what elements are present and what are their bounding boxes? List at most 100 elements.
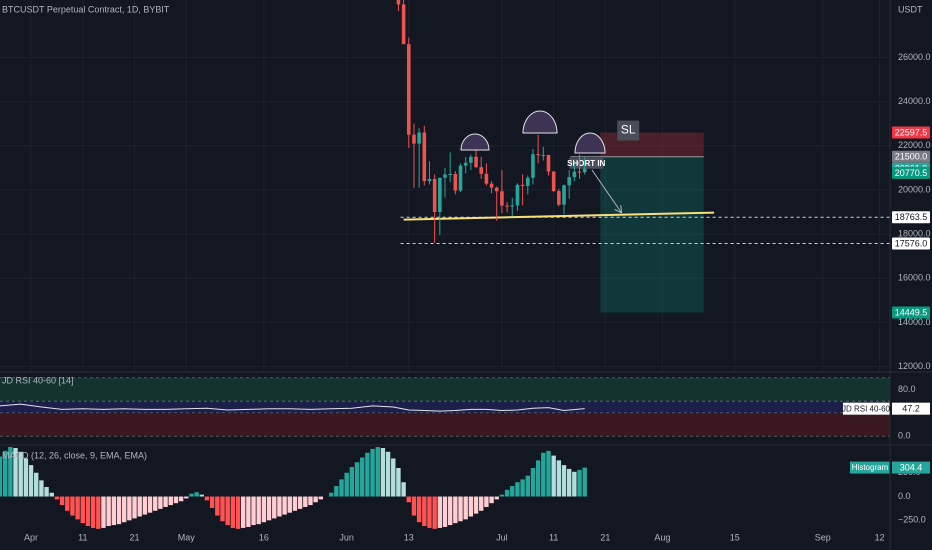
histogram-bar bbox=[308, 496, 313, 506]
neckline bbox=[403, 211, 715, 221]
histogram-bar bbox=[194, 492, 199, 497]
candle-body bbox=[525, 177, 530, 186]
y-tick-label: −250.0 bbox=[898, 515, 926, 525]
histogram-bar bbox=[370, 448, 375, 497]
y-tick-label: 16000.0 bbox=[898, 273, 931, 283]
histogram-bar bbox=[566, 468, 572, 497]
left-shoulder bbox=[460, 133, 490, 151]
histogram-bar bbox=[13, 447, 18, 497]
histogram-bar bbox=[494, 496, 499, 500]
candle-body bbox=[515, 184, 520, 206]
head bbox=[522, 110, 558, 134]
histogram-bar bbox=[90, 496, 96, 528]
x-tick-label: 11 bbox=[78, 532, 87, 542]
candle-body bbox=[582, 168, 587, 173]
histogram-bar bbox=[447, 496, 453, 526]
histogram-bar bbox=[189, 493, 194, 497]
x-tick-label: 16 bbox=[259, 532, 269, 542]
histogram-bar bbox=[520, 479, 525, 497]
candle-body bbox=[546, 155, 551, 172]
x-tick-label: 21 bbox=[600, 532, 610, 542]
histogram-legend: Histogram bbox=[852, 463, 889, 472]
candle-body bbox=[567, 177, 571, 186]
rsi-line bbox=[0, 403, 585, 412]
histogram-bar bbox=[147, 496, 153, 513]
histogram-bar bbox=[484, 496, 489, 507]
candle-body bbox=[500, 191, 504, 206]
price-tag-label: 17576.0 bbox=[895, 238, 928, 248]
histogram-bar bbox=[204, 496, 210, 501]
rsi-band bbox=[0, 412, 890, 437]
histogram-bar bbox=[153, 496, 158, 511]
candle-body bbox=[474, 156, 478, 168]
price-tag bbox=[892, 237, 930, 250]
histogram-bar bbox=[391, 458, 396, 497]
chart-title: BTCUSDT Perpetual Contract, 1D, BYBIT bbox=[2, 4, 170, 14]
histogram-bar bbox=[230, 496, 236, 528]
candle-body bbox=[448, 174, 452, 176]
histogram-bar bbox=[34, 472, 39, 497]
histogram-bar bbox=[59, 496, 65, 506]
candle-body bbox=[432, 178, 437, 212]
macd-title: MACD (12, 26, close, 9, EMA, EMA) bbox=[2, 450, 147, 460]
candle-body bbox=[406, 44, 411, 135]
candle-body bbox=[510, 205, 515, 207]
histogram-bar bbox=[463, 496, 468, 520]
histogram-bar bbox=[530, 467, 536, 497]
histogram-bar bbox=[39, 480, 44, 497]
candle-body bbox=[494, 187, 499, 192]
histogram-bar bbox=[215, 496, 220, 516]
candle-body bbox=[484, 173, 489, 184]
histogram-bar bbox=[85, 496, 91, 527]
histogram-bar bbox=[277, 496, 282, 517]
histogram-bar bbox=[422, 496, 427, 527]
price-tag bbox=[892, 126, 930, 139]
candle-body bbox=[562, 185, 566, 205]
candle-body bbox=[422, 132, 427, 182]
candle-body bbox=[412, 134, 416, 144]
histogram-bar bbox=[261, 496, 267, 523]
candle-body bbox=[541, 155, 546, 157]
candle-body bbox=[520, 184, 525, 186]
histogram-value-tag bbox=[892, 461, 930, 474]
candle-body bbox=[427, 178, 432, 182]
histogram-bar bbox=[349, 467, 355, 497]
price-tag-label: 18763.5 bbox=[895, 212, 928, 222]
histogram-bar bbox=[246, 496, 251, 527]
histogram-bar bbox=[184, 496, 189, 499]
histogram-bar bbox=[479, 496, 484, 511]
histogram-bar bbox=[8, 447, 13, 497]
right-shoulder bbox=[574, 132, 606, 154]
y-tick-label: 80.0 bbox=[898, 384, 916, 394]
x-tick-label: May bbox=[178, 532, 196, 542]
histogram-bar bbox=[541, 452, 546, 497]
candle-body bbox=[505, 205, 509, 207]
histogram-bar bbox=[354, 462, 360, 497]
rsi-pane bbox=[0, 377, 890, 437]
histogram-bar bbox=[489, 496, 494, 504]
histogram-bar bbox=[385, 451, 391, 497]
y-tick-label: 20000.0 bbox=[898, 184, 931, 194]
histogram-bar bbox=[106, 496, 111, 527]
histogram-bar bbox=[173, 496, 179, 504]
histogram-bar bbox=[515, 482, 520, 497]
price-tag-label: 14449.5 bbox=[895, 307, 928, 317]
candle-body bbox=[401, 4, 406, 45]
histogram-bar bbox=[453, 496, 458, 524]
x-tick-label: 12 bbox=[875, 532, 885, 542]
stop-zone bbox=[600, 132, 704, 157]
histogram-bar bbox=[220, 496, 225, 522]
histogram-bar bbox=[468, 496, 474, 517]
y-tick-label: 0.0 bbox=[898, 431, 911, 441]
x-tick-label: Jun bbox=[339, 532, 354, 542]
histogram-bar bbox=[266, 496, 272, 521]
y-tick-label: 0.0 bbox=[898, 491, 911, 501]
histogram-bar bbox=[427, 496, 432, 528]
x-tick-label: Sep bbox=[815, 532, 831, 542]
histogram-bar bbox=[572, 471, 577, 497]
candle-body bbox=[443, 174, 447, 178]
histogram-bar bbox=[328, 492, 334, 497]
histogram-bar bbox=[375, 447, 380, 497]
histogram-bar bbox=[292, 496, 298, 511]
